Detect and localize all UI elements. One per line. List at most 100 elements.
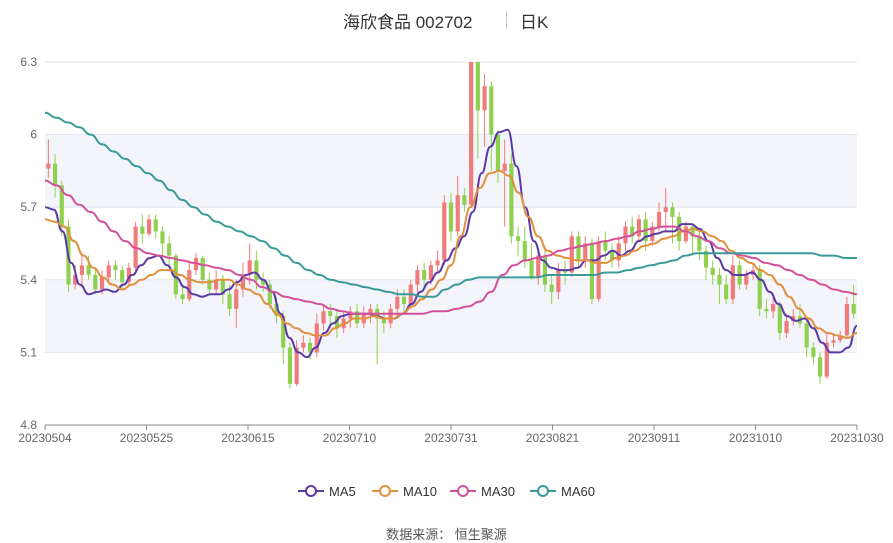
- candle-body: [536, 255, 541, 278]
- candle-body: [274, 304, 279, 317]
- candle-body: [267, 284, 272, 304]
- candle-body: [522, 241, 527, 261]
- candle-body: [663, 207, 668, 213]
- legend-item-ma60[interactable]: MA60: [530, 481, 595, 501]
- candle-body: [569, 236, 574, 273]
- series-line-ma5: [44, 128, 858, 359]
- legend-item-ma30[interactable]: MA30: [450, 481, 515, 501]
- y-tick-label: 5.7: [20, 200, 37, 214]
- candle-body: [46, 163, 51, 169]
- legend-marker-ma60: [530, 485, 556, 497]
- candle-body: [791, 316, 796, 321]
- candle-body: [442, 202, 447, 261]
- candle-body: [757, 270, 762, 309]
- x-tick-label: 20230525: [120, 431, 174, 445]
- candle-body: [287, 347, 293, 384]
- candle-body: [173, 255, 178, 295]
- x-tick-label: 20230710: [323, 431, 377, 445]
- candle-body: [234, 289, 239, 309]
- candle-body: [73, 274, 78, 285]
- candle-body: [636, 219, 641, 237]
- candle-body: [697, 236, 702, 251]
- chart-legend: MA5 MA10 MA30 MA60: [0, 481, 893, 501]
- grid-band: [45, 279, 857, 353]
- candle-body: [422, 270, 427, 280]
- candle-body: [307, 342, 313, 353]
- candle-body: [516, 236, 521, 242]
- candle-body: [818, 357, 823, 377]
- candle-body: [482, 86, 487, 111]
- candle-body: [603, 241, 608, 251]
- candle-body: [730, 265, 735, 300]
- legend-item-ma10[interactable]: MA10: [372, 481, 437, 501]
- chart-period: 日K: [520, 13, 549, 32]
- data-source: 数据来源： 恒生聚源: [386, 527, 507, 542]
- y-tick-label: 6: [30, 128, 37, 142]
- candle-body: [777, 304, 782, 334]
- candle-body: [86, 265, 91, 275]
- candle-body: [160, 231, 165, 244]
- candle-body: [254, 260, 259, 280]
- candle-body: [113, 265, 118, 271]
- candle-body: [381, 318, 386, 324]
- candle-body: [623, 226, 628, 244]
- candle-body: [784, 320, 789, 334]
- candle-body: [207, 279, 212, 290]
- title-divider: [506, 11, 507, 29]
- candle-body: [670, 207, 675, 217]
- candle-body: [52, 163, 58, 186]
- series-line-ma60: [44, 111, 857, 298]
- candle-body: [690, 226, 695, 237]
- candle-body: [314, 323, 319, 353]
- candle-body: [93, 274, 98, 290]
- x-tick-label: 20230911: [628, 431, 681, 445]
- chart-title: 海欣食品 002702: [343, 13, 473, 32]
- candle-body: [838, 335, 843, 341]
- candle-body: [59, 185, 64, 227]
- legend-label-ma60: MA60: [561, 483, 595, 499]
- x-tick-label: 20231010: [729, 431, 783, 445]
- candle-body: [469, 62, 474, 205]
- candle-body: [502, 163, 507, 171]
- candle-body: [583, 243, 588, 261]
- candle-body: [489, 86, 494, 135]
- candle-body: [368, 308, 373, 314]
- candle-body: [281, 316, 286, 348]
- y-tick-label: 5.1: [20, 345, 37, 359]
- candle-body: [401, 296, 407, 304]
- candle-body: [563, 270, 568, 273]
- candle-body: [576, 236, 581, 261]
- candle-body: [771, 304, 776, 312]
- candle-body: [146, 219, 152, 234]
- candle-body: [609, 250, 615, 261]
- candle-body: [227, 294, 232, 309]
- candle-body: [240, 274, 246, 290]
- candle-body: [764, 308, 769, 312]
- candle-body: [220, 279, 225, 295]
- candle-body: [596, 241, 601, 300]
- candle-body: [556, 270, 561, 292]
- candle-body: [247, 260, 252, 275]
- candle-body: [428, 265, 433, 280]
- x-tick-label: 20230504: [18, 431, 72, 445]
- candle-body: [153, 219, 158, 232]
- candle-body: [294, 347, 299, 384]
- candle-body: [589, 243, 595, 300]
- candle-body: [200, 258, 205, 280]
- candle-body: [133, 226, 138, 268]
- candle-body: [415, 270, 420, 285]
- candle-body: [475, 62, 480, 111]
- candle-body: [844, 304, 850, 336]
- candle-body: [811, 347, 816, 358]
- candle-body: [167, 243, 172, 256]
- legend-item-ma5[interactable]: MA5: [298, 481, 356, 501]
- candle-body: [180, 294, 185, 300]
- x-tick-label: 20230821: [526, 431, 580, 445]
- candle-body: [616, 243, 621, 261]
- candle-body: [529, 260, 534, 278]
- legend-label-ma30: MA30: [481, 483, 515, 499]
- candle-body: [495, 134, 501, 171]
- series-line-ma30: [44, 179, 858, 315]
- candle-body: [354, 311, 360, 324]
- candle-body: [395, 296, 400, 309]
